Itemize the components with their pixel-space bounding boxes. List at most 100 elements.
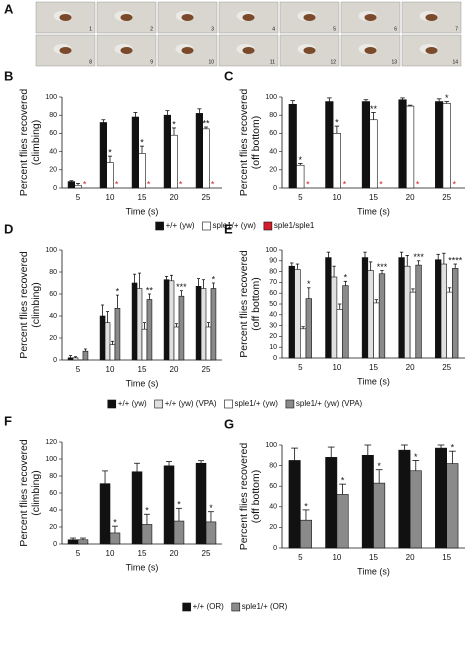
- x-tick-label: 5: [76, 365, 81, 374]
- x-tick-label: 10: [332, 363, 341, 372]
- x-tick-label: 15: [138, 193, 147, 202]
- y-tick-label: 0: [273, 185, 277, 192]
- significance: *: [307, 279, 311, 289]
- y-axis-title: (off bottom): [250, 116, 262, 170]
- error-bar: [290, 100, 296, 105]
- bar: [446, 291, 453, 359]
- bar: [146, 299, 153, 361]
- bar: [367, 270, 374, 359]
- error-bar: [343, 280, 348, 286]
- x-axis-title: Time (s): [357, 206, 390, 216]
- significance: *: [211, 179, 215, 189]
- y-tick-label: 70: [269, 279, 277, 286]
- significance: *: [83, 179, 87, 189]
- error-bar: [338, 303, 342, 310]
- significance: *: [377, 461, 381, 471]
- error-bar: [83, 348, 87, 352]
- bar: [288, 103, 297, 189]
- error-bar: [138, 272, 142, 289]
- panel-label: F: [4, 413, 12, 428]
- error-bar: [334, 125, 340, 134]
- legend-label: +/+ (OR): [193, 602, 224, 611]
- y-axis-title: (off bottom): [250, 277, 262, 331]
- error-bar: [179, 290, 183, 297]
- bar: [168, 280, 175, 361]
- bar: [106, 162, 114, 189]
- fly-body: [120, 14, 133, 21]
- photo-number: 11: [270, 59, 275, 65]
- bar: [288, 460, 301, 549]
- bar: [406, 105, 415, 189]
- bar: [77, 539, 89, 545]
- bar: [330, 276, 338, 359]
- error-bar: [447, 287, 452, 293]
- photo-number: 1: [89, 26, 92, 32]
- bar: [294, 269, 301, 359]
- error-bar: [197, 108, 202, 114]
- error-bar: [70, 537, 77, 540]
- chart: F 0 20 40 60 80 100 120 Percent flies recovered(…: [4, 413, 222, 572]
- significance: ***: [413, 252, 424, 262]
- error-bar: [302, 509, 310, 521]
- legend-swatch: [231, 602, 241, 612]
- significance: *: [108, 148, 112, 158]
- significance: *: [209, 503, 213, 513]
- significance: ****: [448, 255, 463, 265]
- bar: [305, 298, 312, 359]
- y-tick-label: 20: [269, 167, 277, 174]
- bar: [398, 257, 405, 359]
- significance: **: [202, 118, 210, 128]
- bar: [435, 101, 444, 189]
- error-bar: [411, 288, 415, 293]
- significance: *: [115, 179, 119, 189]
- legend: +/+ (yw) sple1/+ (yw) sple1/sple1: [155, 221, 315, 231]
- x-axis-title: Time (s): [357, 376, 390, 386]
- bar: [72, 357, 79, 361]
- error-bar: [380, 270, 384, 274]
- bar: [109, 344, 116, 361]
- bar: [398, 99, 407, 189]
- bar: [200, 288, 207, 361]
- bar: [299, 519, 312, 549]
- error-bar: [364, 444, 372, 456]
- y-tick-label: 20: [269, 524, 277, 531]
- significance: *: [445, 93, 449, 103]
- bar: [67, 539, 79, 545]
- bar: [138, 153, 146, 189]
- legend-swatch: [263, 221, 273, 231]
- legend-label: +/+ (yw): [118, 399, 147, 408]
- error-bar: [453, 263, 457, 269]
- bar: [163, 465, 175, 545]
- error-bar: [307, 287, 311, 299]
- significance: *: [414, 452, 418, 462]
- significance: *: [335, 117, 339, 127]
- y-tick-label: 0: [273, 355, 277, 362]
- error-bar: [448, 450, 456, 464]
- error-bar: [207, 511, 214, 522]
- photo: 8: [35, 34, 96, 67]
- bar: [373, 482, 386, 549]
- x-tick-label: 20: [170, 365, 179, 374]
- y-tick-label: 20: [49, 167, 57, 174]
- x-tick-label: 5: [76, 549, 81, 558]
- photo: 11: [218, 34, 279, 67]
- y-tick-label: 20: [49, 335, 57, 342]
- error-bar: [198, 460, 205, 464]
- photo: 13: [340, 34, 401, 67]
- bar: [452, 268, 459, 359]
- panel-label: E: [224, 221, 233, 236]
- photo: 12: [279, 34, 340, 67]
- error-bar: [400, 97, 405, 100]
- bar: [99, 483, 111, 545]
- x-tick-label: 10: [332, 193, 341, 202]
- error-bar: [363, 99, 369, 102]
- photo-frame: [279, 34, 340, 67]
- y-tick-label: 0: [53, 541, 57, 548]
- error-bar: [166, 461, 173, 466]
- chart: B 0 20 40 60 80 100 Percent flies recovered (cli…: [4, 68, 222, 216]
- y-tick-label: 120: [45, 439, 57, 446]
- fly-body: [242, 14, 255, 21]
- error-bar: [368, 261, 373, 271]
- significance: *: [113, 518, 117, 528]
